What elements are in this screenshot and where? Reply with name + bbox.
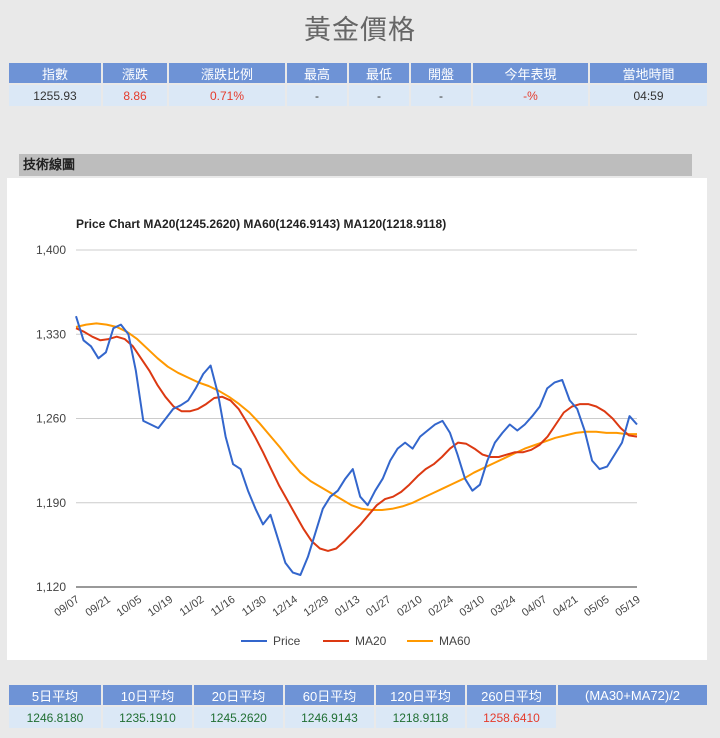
value-ma20: 1245.2620 bbox=[192, 706, 285, 728]
header-ma5: 5日平均 bbox=[7, 683, 103, 707]
header-ma30-ma72: (MA30+MA72)/2 bbox=[556, 683, 709, 707]
x-tick-label: 10/19 bbox=[146, 594, 175, 620]
value-local-time: 04:59 bbox=[588, 84, 709, 106]
header-index: 指數 bbox=[7, 61, 103, 85]
header-ytd: 今年表現 bbox=[471, 61, 590, 85]
header-low: 最低 bbox=[347, 61, 411, 85]
value-ma10: 1235.1910 bbox=[101, 706, 194, 728]
y-tick-label: 1,330 bbox=[36, 327, 66, 341]
header-ma60: 60日平均 bbox=[283, 683, 376, 707]
x-tick-label: 11/16 bbox=[209, 594, 238, 619]
header-ma260: 260日平均 bbox=[465, 683, 558, 707]
x-tick-label: 04/07 bbox=[520, 594, 549, 620]
value-change-pct: 0.71% bbox=[167, 84, 287, 106]
value-ma60: 1246.9143 bbox=[283, 706, 376, 728]
y-tick-label: 1,120 bbox=[36, 580, 66, 594]
header-change-pct: 漲跌比例 bbox=[167, 61, 287, 85]
x-tick-label: 09/07 bbox=[52, 594, 81, 620]
value-ma5: 1246.8180 bbox=[7, 706, 103, 728]
value-ma260: 1258.6410 bbox=[465, 706, 558, 728]
value-index: 1255.93 bbox=[7, 84, 103, 106]
x-tick-label: 01/13 bbox=[333, 594, 362, 620]
header-ma20: 20日平均 bbox=[192, 683, 285, 707]
value-open: - bbox=[409, 84, 473, 106]
header-ma10: 10日平均 bbox=[101, 683, 194, 707]
header-local-time: 當地時間 bbox=[588, 61, 709, 85]
header-change: 漲跌 bbox=[101, 61, 169, 85]
x-tick-label: 02/24 bbox=[426, 594, 455, 620]
header-ma120: 120日平均 bbox=[374, 683, 467, 707]
value-low: - bbox=[347, 84, 411, 106]
x-tick-label: 03/24 bbox=[489, 594, 518, 620]
x-tick-label: 05/05 bbox=[582, 594, 611, 620]
header-open: 開盤 bbox=[409, 61, 473, 85]
averages-table: 5日平均 10日平均 20日平均 60日平均 120日平均 260日平均 (MA… bbox=[7, 683, 709, 728]
section-title: 技術線圖 bbox=[19, 154, 692, 176]
x-tick-label: 11/30 bbox=[240, 594, 269, 619]
value-ma30-ma72 bbox=[556, 706, 709, 728]
x-tick-label: 03/10 bbox=[457, 594, 486, 620]
x-tick-label: 02/10 bbox=[395, 594, 424, 620]
legend-label: MA20 bbox=[355, 634, 387, 648]
quote-value-row: 1255.93 8.86 0.71% - - - -% 04:59 bbox=[7, 84, 709, 106]
x-tick-label: 04/21 bbox=[551, 594, 580, 620]
y-tick-label: 1,190 bbox=[36, 496, 66, 510]
y-tick-label: 1,400 bbox=[36, 243, 66, 257]
x-tick-label: 05/19 bbox=[613, 594, 642, 620]
value-high: - bbox=[285, 84, 349, 106]
value-ma120: 1218.9118 bbox=[374, 706, 467, 728]
price-chart: Price Chart MA20(1245.2620) MA60(1246.91… bbox=[7, 178, 707, 660]
quote-header-row: 指數 漲跌 漲跌比例 最高 最低 開盤 今年表現 當地時間 bbox=[7, 61, 709, 85]
value-change: 8.86 bbox=[101, 84, 169, 106]
page-title: 黃金價格 bbox=[304, 15, 416, 46]
quote-table: 指數 漲跌 漲跌比例 最高 最低 開盤 今年表現 當地時間 1255.93 8.… bbox=[7, 61, 709, 106]
averages-header-row: 5日平均 10日平均 20日平均 60日平均 120日平均 260日平均 (MA… bbox=[7, 683, 709, 707]
series-line-price bbox=[75, 315, 638, 576]
x-tick-label: 12/14 bbox=[270, 594, 299, 620]
legend-label: MA60 bbox=[439, 634, 471, 648]
x-tick-label: 09/21 bbox=[83, 594, 112, 620]
x-tick-label: 01/27 bbox=[364, 594, 393, 620]
y-tick-label: 1,260 bbox=[36, 412, 66, 426]
averages-value-row: 1246.8180 1235.1910 1245.2620 1246.9143 … bbox=[7, 706, 709, 728]
x-tick-label: 11/02 bbox=[178, 594, 207, 619]
x-tick-label: 12/29 bbox=[302, 594, 331, 620]
legend-label: Price bbox=[273, 634, 301, 648]
header-high: 最高 bbox=[285, 61, 349, 85]
chart-svg: Price Chart MA20(1245.2620) MA60(1246.91… bbox=[36, 217, 643, 648]
series-line-ma20 bbox=[75, 327, 638, 552]
x-tick-label: 10/05 bbox=[115, 594, 144, 620]
chart-title: Price Chart MA20(1245.2620) MA60(1246.91… bbox=[76, 217, 446, 231]
value-ytd: -% bbox=[471, 84, 590, 106]
